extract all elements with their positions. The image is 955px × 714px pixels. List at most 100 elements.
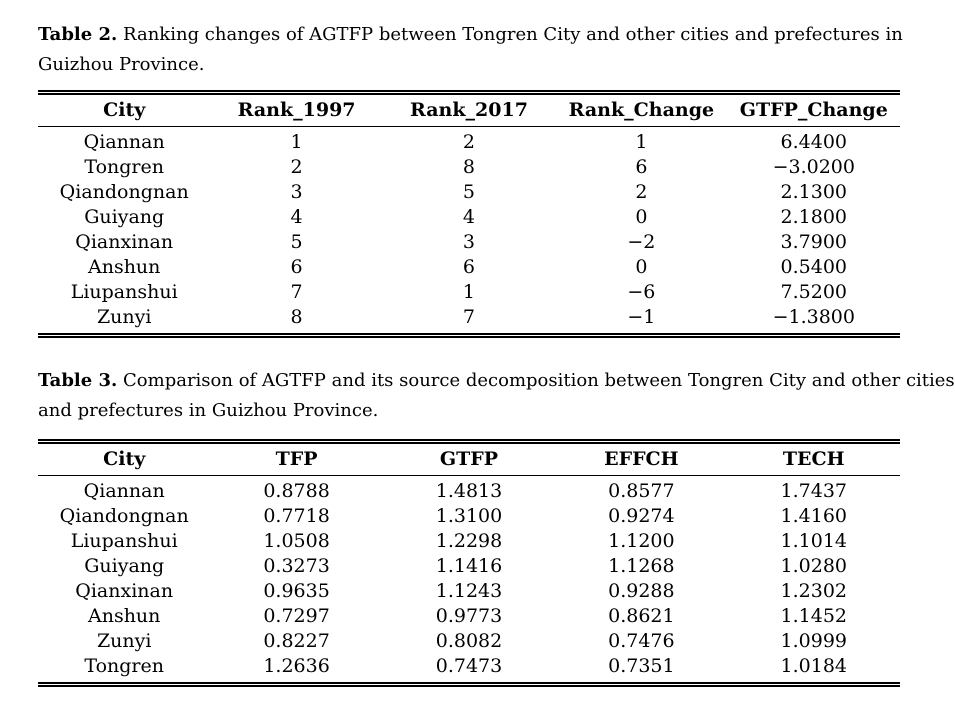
table-cell: Zunyi (96, 630, 152, 652)
table-cell: 3 (290, 181, 303, 203)
table-cell: 3.7900 (780, 231, 848, 253)
column-header-city: City (38, 92, 211, 127)
table-cell: 8 (462, 156, 476, 178)
table-cell: 1.0184 (780, 655, 848, 677)
table2-caption-line1: Table 2. Ranking changes of AGTFP betwee… (38, 20, 903, 50)
table-cell: 0.7473 (435, 655, 503, 677)
table-cell: 0.8577 (608, 480, 675, 502)
table2: City Rank_1997 Rank_2017 Rank_Change GTF… (38, 90, 900, 338)
table-cell: 0 (635, 206, 648, 228)
table-cell: 0.7351 (608, 655, 675, 677)
table-cell: 1.3100 (435, 505, 503, 527)
table-row: Zunyi 8 7 −1 −1.3800 (38, 305, 900, 336)
table-cell: 0.5400 (780, 256, 848, 278)
table-cell: 2.1300 (780, 181, 848, 203)
table-row: Anshun 6 6 0 0.5400 (38, 255, 900, 280)
table-cell: 2.1800 (780, 206, 848, 228)
table-row: Qiandongnan 0.7718 1.3100 0.9274 1.4160 (38, 504, 900, 529)
table-cell: 1.1452 (780, 605, 848, 627)
table-cell: 0.9288 (608, 580, 675, 602)
table-cell: Liupanshui (70, 281, 178, 303)
table-cell: 2 (462, 131, 476, 153)
table-row: Tongren 2 8 6 −3.0200 (38, 155, 900, 180)
column-header-city: City (38, 441, 211, 476)
table-cell: 7 (290, 281, 303, 303)
table-cell: 5 (290, 231, 303, 253)
table-cell: 6 (290, 256, 303, 278)
table-row: Qiannan 1 2 1 6.4400 (38, 127, 900, 156)
table2-caption-label: Table 2. (38, 24, 118, 45)
table-row: Liupanshui 1.0508 1.2298 1.1200 1.1014 (38, 529, 900, 554)
table-cell: Guiyang (84, 555, 165, 577)
table-cell: Tongren (84, 655, 164, 677)
table-cell: 0.9274 (608, 505, 675, 527)
table-row: Zunyi 0.8227 0.8082 0.7476 1.0999 (38, 629, 900, 654)
column-header-rank-1997: Rank_1997 (210, 92, 383, 127)
table-cell: 1.4160 (780, 505, 848, 527)
table-cell: 1 (635, 131, 648, 153)
table3-caption-line1: Table 3. Comparison of AGTFP and its sou… (38, 366, 955, 396)
table-cell: Qianxinan (75, 231, 174, 253)
table-cell: 1.0508 (263, 530, 330, 552)
table-cell: Liupanshui (70, 530, 178, 552)
table-row: Guiyang 4 4 0 2.1800 (38, 205, 900, 230)
table-cell: 0.7297 (263, 605, 330, 627)
table-cell: 0.3273 (263, 555, 330, 577)
table-cell: 0.7718 (263, 505, 330, 527)
table-cell: Qiannan (83, 131, 165, 153)
table-cell: 1.4813 (435, 480, 503, 502)
table-row: Qiandongnan 3 5 2 2.1300 (38, 180, 900, 205)
table-cell: 0 (635, 256, 648, 278)
table-cell: 1 (290, 131, 303, 153)
table-cell: 1.1268 (608, 555, 675, 577)
table-cell: 6 (462, 256, 476, 278)
table-cell: Anshun (87, 605, 161, 627)
table-row: Qiannan 0.8788 1.4813 0.8577 1.7437 (38, 476, 900, 505)
table-cell: 0.8227 (263, 630, 330, 652)
table-cell: 1.2636 (263, 655, 330, 677)
table-cell: 0.8621 (608, 605, 675, 627)
table-cell: 1.1416 (435, 555, 503, 577)
table-row: Qianxinan 5 3 −2 3.7900 (38, 230, 900, 255)
table3-caption-line2: and prefectures in Guizhou Province. (38, 400, 379, 421)
column-header-effch: EFFCH (555, 441, 728, 476)
table-cell: 3 (462, 231, 476, 253)
table-cell: 1.1200 (608, 530, 675, 552)
table-cell: 2 (635, 181, 648, 203)
column-header-rank-2017: Rank_2017 (382, 92, 556, 127)
table-cell: Zunyi (96, 306, 152, 328)
table-cell: Tongren (84, 156, 164, 178)
table-cell: Guiyang (84, 206, 165, 228)
table-cell: Qiannan (83, 480, 165, 502)
table-cell: 4 (462, 206, 476, 228)
table-row: Guiyang 0.3273 1.1416 1.1268 1.0280 (38, 554, 900, 579)
table-cell: 1.0999 (780, 630, 848, 652)
table3-body: Qiannan 0.8788 1.4813 0.8577 1.7437 Qiandongn… (38, 476, 900, 685)
table2-header-row: City Rank_1997 Rank_2017 Rank_Change GTF… (38, 92, 900, 127)
table-cell: Qiandongnan (59, 181, 189, 203)
table-row: Liupanshui 7 1 −6 7.5200 (38, 280, 900, 305)
table-cell: −2 (627, 231, 656, 253)
table-cell: 0.8082 (435, 630, 503, 652)
table2-caption-text: Ranking changes of AGTFP between Tongren… (123, 24, 903, 45)
table-row: Anshun 0.7297 0.9773 0.8621 1.1452 (38, 604, 900, 629)
table-cell: 4 (290, 206, 303, 228)
table3-caption: Table 3. Comparison of AGTFP and its sou… (38, 366, 955, 426)
table2-body: Qiannan 1 2 1 6.4400 Tongren 2 8 6 −3.0200 Qiandon… (38, 127, 900, 336)
table-cell: Qiandongnan (59, 505, 189, 527)
table-cell: −6 (627, 281, 656, 303)
table-cell: 1.1014 (780, 530, 848, 552)
column-header-tech: TECH (727, 441, 900, 476)
table-cell: 0.7476 (608, 630, 675, 652)
table-cell: 6.4400 (780, 131, 848, 153)
column-header-gtfp: GTFP (382, 441, 556, 476)
table2-caption: Table 2. Ranking changes of AGTFP betwee… (38, 20, 903, 80)
table-cell: −1.3800 (772, 306, 855, 328)
table3-caption-label: Table 3. (38, 370, 118, 391)
table-cell: 0.8788 (263, 480, 330, 502)
table-cell: −1 (627, 306, 656, 328)
table-cell: 7.5200 (780, 281, 848, 303)
table-cell: 8 (290, 306, 303, 328)
table-cell: 7 (462, 306, 476, 328)
column-header-tfp: TFP (210, 441, 383, 476)
